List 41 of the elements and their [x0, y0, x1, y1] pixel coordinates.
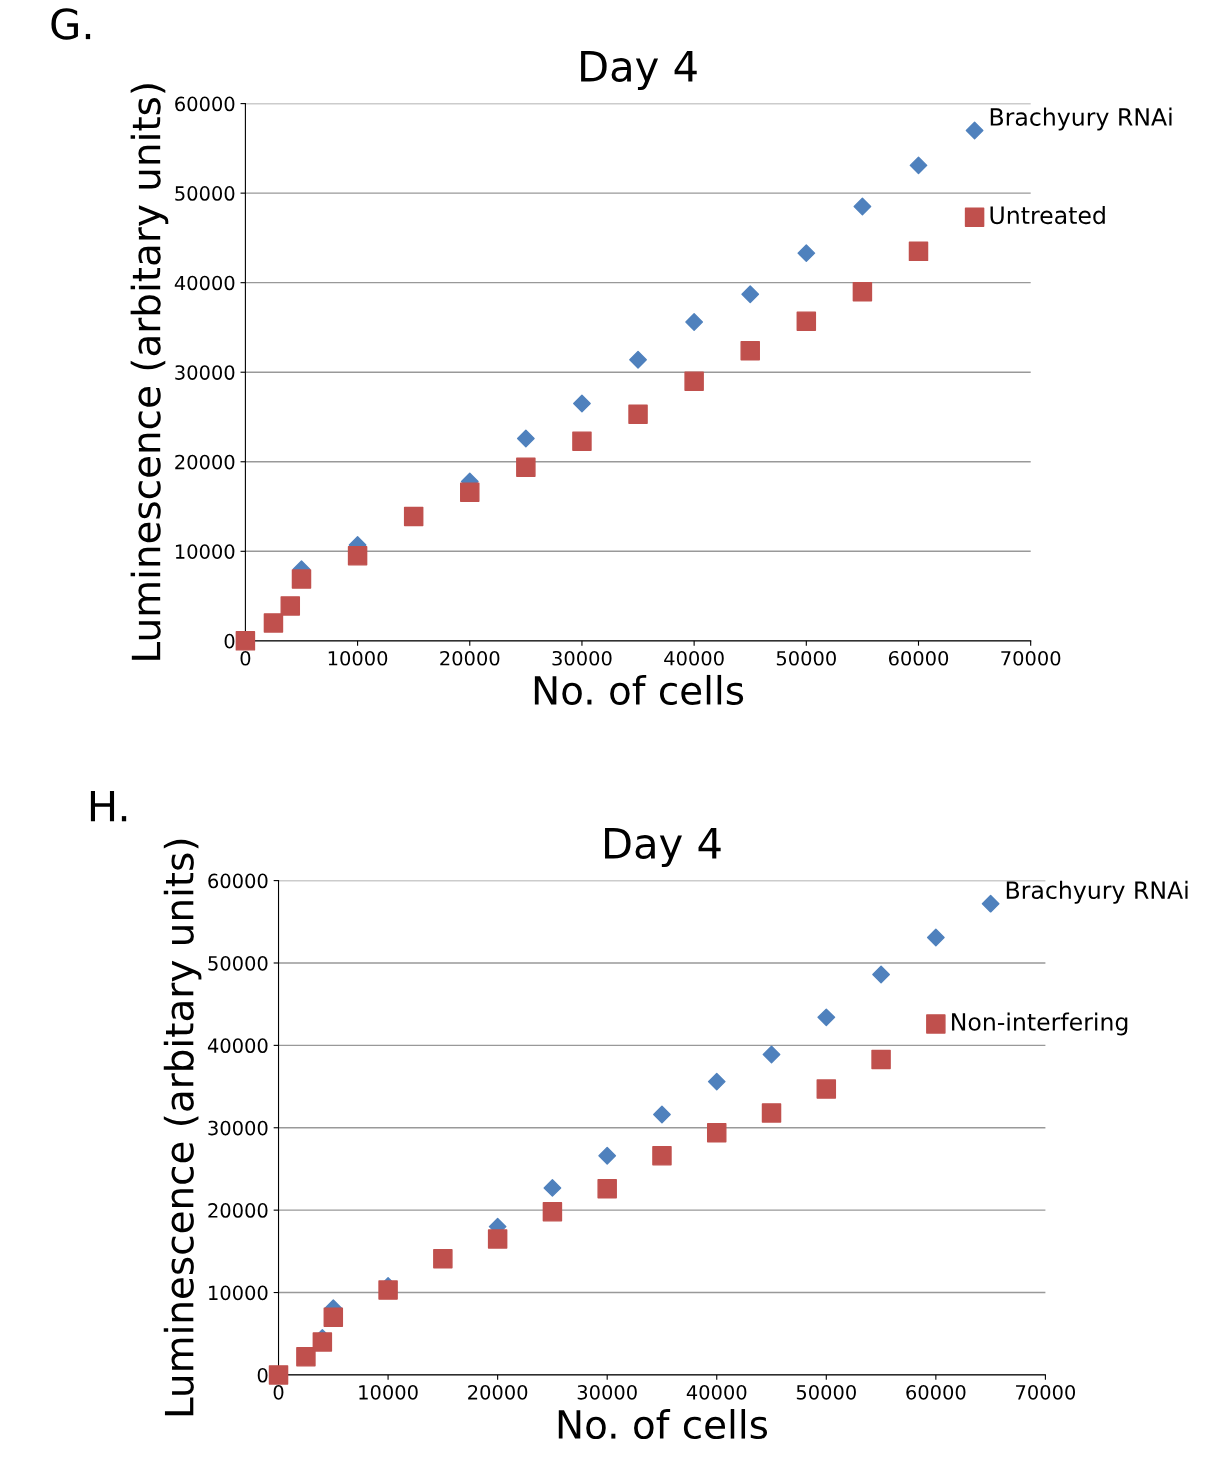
y-tick-label: 50000 [208, 955, 268, 971]
series-label: Untreated [990, 205, 1105, 225]
y-tick-label: 50000 [175, 186, 235, 201]
y-tick-label: 60000 [208, 873, 268, 889]
x-tick-label: 20000 [440, 650, 500, 666]
x-tick-label: 70000 [1001, 650, 1061, 666]
x-tick-label: 30000 [552, 650, 612, 666]
y-tick-label: 0 [257, 1367, 268, 1383]
y-tick-label: 10000 [209, 1285, 268, 1301]
x-tick-label: 40000 [664, 650, 724, 666]
x-tick-label: 70000 [1016, 1384, 1076, 1400]
x-tick-label: 10000 [328, 650, 388, 666]
x-tick-label: 60000 [906, 1384, 966, 1400]
x-tick-label: 10000 [359, 1384, 418, 1400]
y-tick-label: 10000 [175, 544, 235, 559]
x-tick-label: 60000 [888, 650, 949, 666]
x-axis-title: No. of cells [534, 674, 744, 706]
text: G. [51, 8, 91, 40]
chart-title: Day 4 [605, 828, 721, 868]
series-label: Brachyury RNAi [990, 107, 1172, 131]
text: H. [90, 790, 127, 822]
y-tick-label: 40000 [207, 1038, 268, 1054]
y-axis-title: Luminescence (arbitary units) [163, 839, 202, 1416]
x-tick-label: 20000 [468, 1384, 528, 1400]
chart-title: Day 4 [581, 51, 697, 91]
y-tick-label: 0 [224, 633, 235, 649]
series-label: Brachyury RNAi [1006, 880, 1188, 904]
y-tick-label: 20000 [175, 454, 235, 470]
y-tick-label: 40000 [174, 275, 235, 291]
x-tick-label: 50000 [776, 650, 836, 666]
x-tick-label: 30000 [577, 1384, 637, 1400]
y-tick-label: 30000 [208, 1120, 268, 1136]
series-label: Non-interfering [952, 1012, 1128, 1036]
y-tick-label: 20000 [208, 1203, 268, 1218]
y-tick-label: 60000 [175, 96, 235, 112]
x-tick-label: 50000 [796, 1384, 856, 1400]
y-tick-label: 30000 [175, 365, 235, 380]
x-tick-label: 0 [273, 1384, 284, 1400]
x-axis-title: No. of cells [558, 1409, 768, 1440]
y-axis-title: Luminescence (arbitary units) [130, 84, 169, 660]
x-tick-label: 40000 [686, 1384, 747, 1400]
